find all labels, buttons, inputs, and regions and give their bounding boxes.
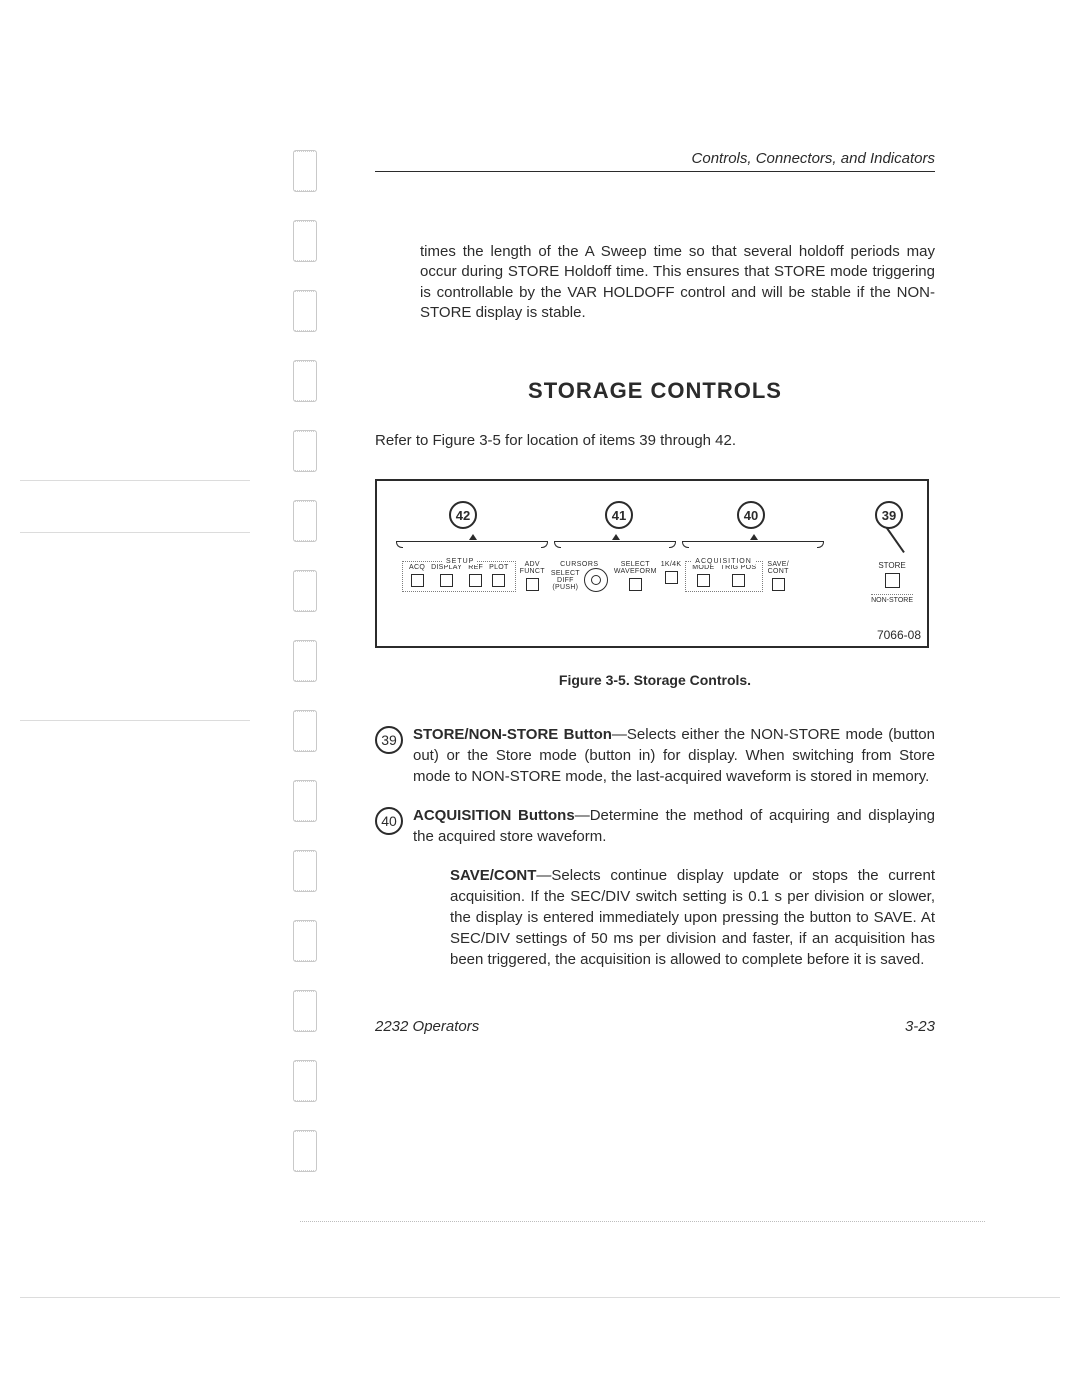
- page-edge: [300, 1221, 985, 1222]
- binding-hole: [293, 850, 317, 892]
- store-nonstore-button-graphic: STORE NON-STORE: [871, 561, 913, 604]
- bracket-42: [397, 541, 547, 548]
- item-39-body: STORE/NON-STORE Button—Selects either th…: [413, 724, 935, 787]
- section-heading: STORAGE CONTROLS: [375, 378, 935, 404]
- binding-hole: [293, 290, 317, 332]
- figure-code: 7066-08: [877, 628, 921, 642]
- scan-artifact: [20, 720, 250, 721]
- item-40: 40 ACQUISITION Buttons—Determine the met…: [375, 805, 935, 847]
- scan-artifact: [20, 1297, 1060, 1298]
- callout-42: 42: [449, 501, 477, 529]
- item-40-body: ACQUISITION Buttons—Determine the method…: [413, 805, 935, 847]
- figure-reference-text: Refer to Figure 3-5 for location of item…: [375, 432, 935, 449]
- binding-hole: [293, 920, 317, 962]
- acq-mode: MODE: [692, 564, 714, 571]
- adv-funct: ADV FUNCT: [520, 561, 545, 591]
- cursors-select: SELECT: [551, 570, 580, 577]
- item-number-40: 40: [375, 807, 403, 835]
- item-number-39: 39: [375, 726, 403, 754]
- leader-39: [886, 527, 904, 552]
- select-waveform: SELECT WAVEFORM: [614, 561, 657, 591]
- setup-plot: PLOT: [489, 564, 508, 571]
- scanned-page: Controls, Connectors, and Indicators tim…: [0, 0, 1080, 1397]
- binding-hole: [293, 1130, 317, 1172]
- sub-item-save-cont: SAVE/CONT—Selects continue display updat…: [450, 865, 935, 970]
- callout-40: 40: [737, 501, 765, 529]
- acquisition-group: ACQUISITION MODE TRIG POS: [685, 561, 763, 592]
- item-40-title: ACQUISITION Buttons: [413, 807, 575, 824]
- binding-hole: [293, 430, 317, 472]
- item-39-title: STORE/NON-STORE Button: [413, 726, 612, 743]
- cursors-group: CURSORS SELECT DIFF (PUSH): [551, 561, 608, 592]
- binding-hole: [293, 500, 317, 542]
- acq-trigpos: TRIG POS: [721, 564, 757, 571]
- spiral-binding: [293, 150, 333, 1200]
- callout-39: 39: [875, 501, 903, 529]
- control-panel-row: SETUP ACQ DISPLAY REF PLOT ADV FUNCT CUR…: [402, 561, 907, 592]
- scan-artifact: [20, 532, 250, 533]
- acquisition-title: ACQUISITION: [692, 558, 755, 565]
- footer-left: 2232 Operators: [375, 1018, 479, 1035]
- bracket-41: [555, 541, 675, 548]
- binding-hole: [293, 150, 317, 192]
- binding-hole: [293, 780, 317, 822]
- store-label: STORE: [871, 561, 913, 570]
- save-cont: SAVE/ CONT: [767, 561, 789, 591]
- binding-hole: [293, 220, 317, 262]
- setup-ref: REF: [468, 564, 483, 571]
- setup-acq: ACQ: [409, 564, 425, 571]
- binding-hole: [293, 570, 317, 612]
- binding-hole: [293, 990, 317, 1032]
- cursors-push: (PUSH): [551, 584, 580, 591]
- intro-paragraph: times the length of the A Sweep time so …: [420, 242, 935, 323]
- callout-41: 41: [605, 501, 633, 529]
- running-header: Controls, Connectors, and Indicators: [375, 150, 935, 172]
- figure-3-5: 42 41 40 39 SETUP ACQ DISPLAY REF: [375, 479, 929, 648]
- cursor-knob: [584, 568, 608, 592]
- footer-right: 3-23: [905, 1018, 935, 1035]
- setup-group: SETUP ACQ DISPLAY REF PLOT: [402, 561, 516, 592]
- page-footer: 2232 Operators 3-23: [375, 1018, 935, 1035]
- onek-fourk: 1K/4K: [661, 561, 682, 584]
- binding-hole: [293, 360, 317, 402]
- scan-artifact: [20, 480, 250, 481]
- binding-hole: [293, 710, 317, 752]
- setup-display: DISPLAY: [431, 564, 462, 571]
- item-39: 39 STORE/NON-STORE Button—Selects either…: [375, 724, 935, 787]
- binding-hole: [293, 1060, 317, 1102]
- bracket-40: [683, 541, 823, 548]
- binding-hole: [293, 640, 317, 682]
- save-cont-title: SAVE/CONT: [450, 867, 536, 884]
- setup-title: SETUP: [443, 558, 477, 565]
- page-content: Controls, Connectors, and Indicators tim…: [375, 150, 935, 1035]
- nonstore-label: NON-STORE: [871, 594, 913, 604]
- figure-caption: Figure 3-5. Storage Controls.: [375, 672, 935, 688]
- cursors-diff: DIFF: [551, 577, 580, 584]
